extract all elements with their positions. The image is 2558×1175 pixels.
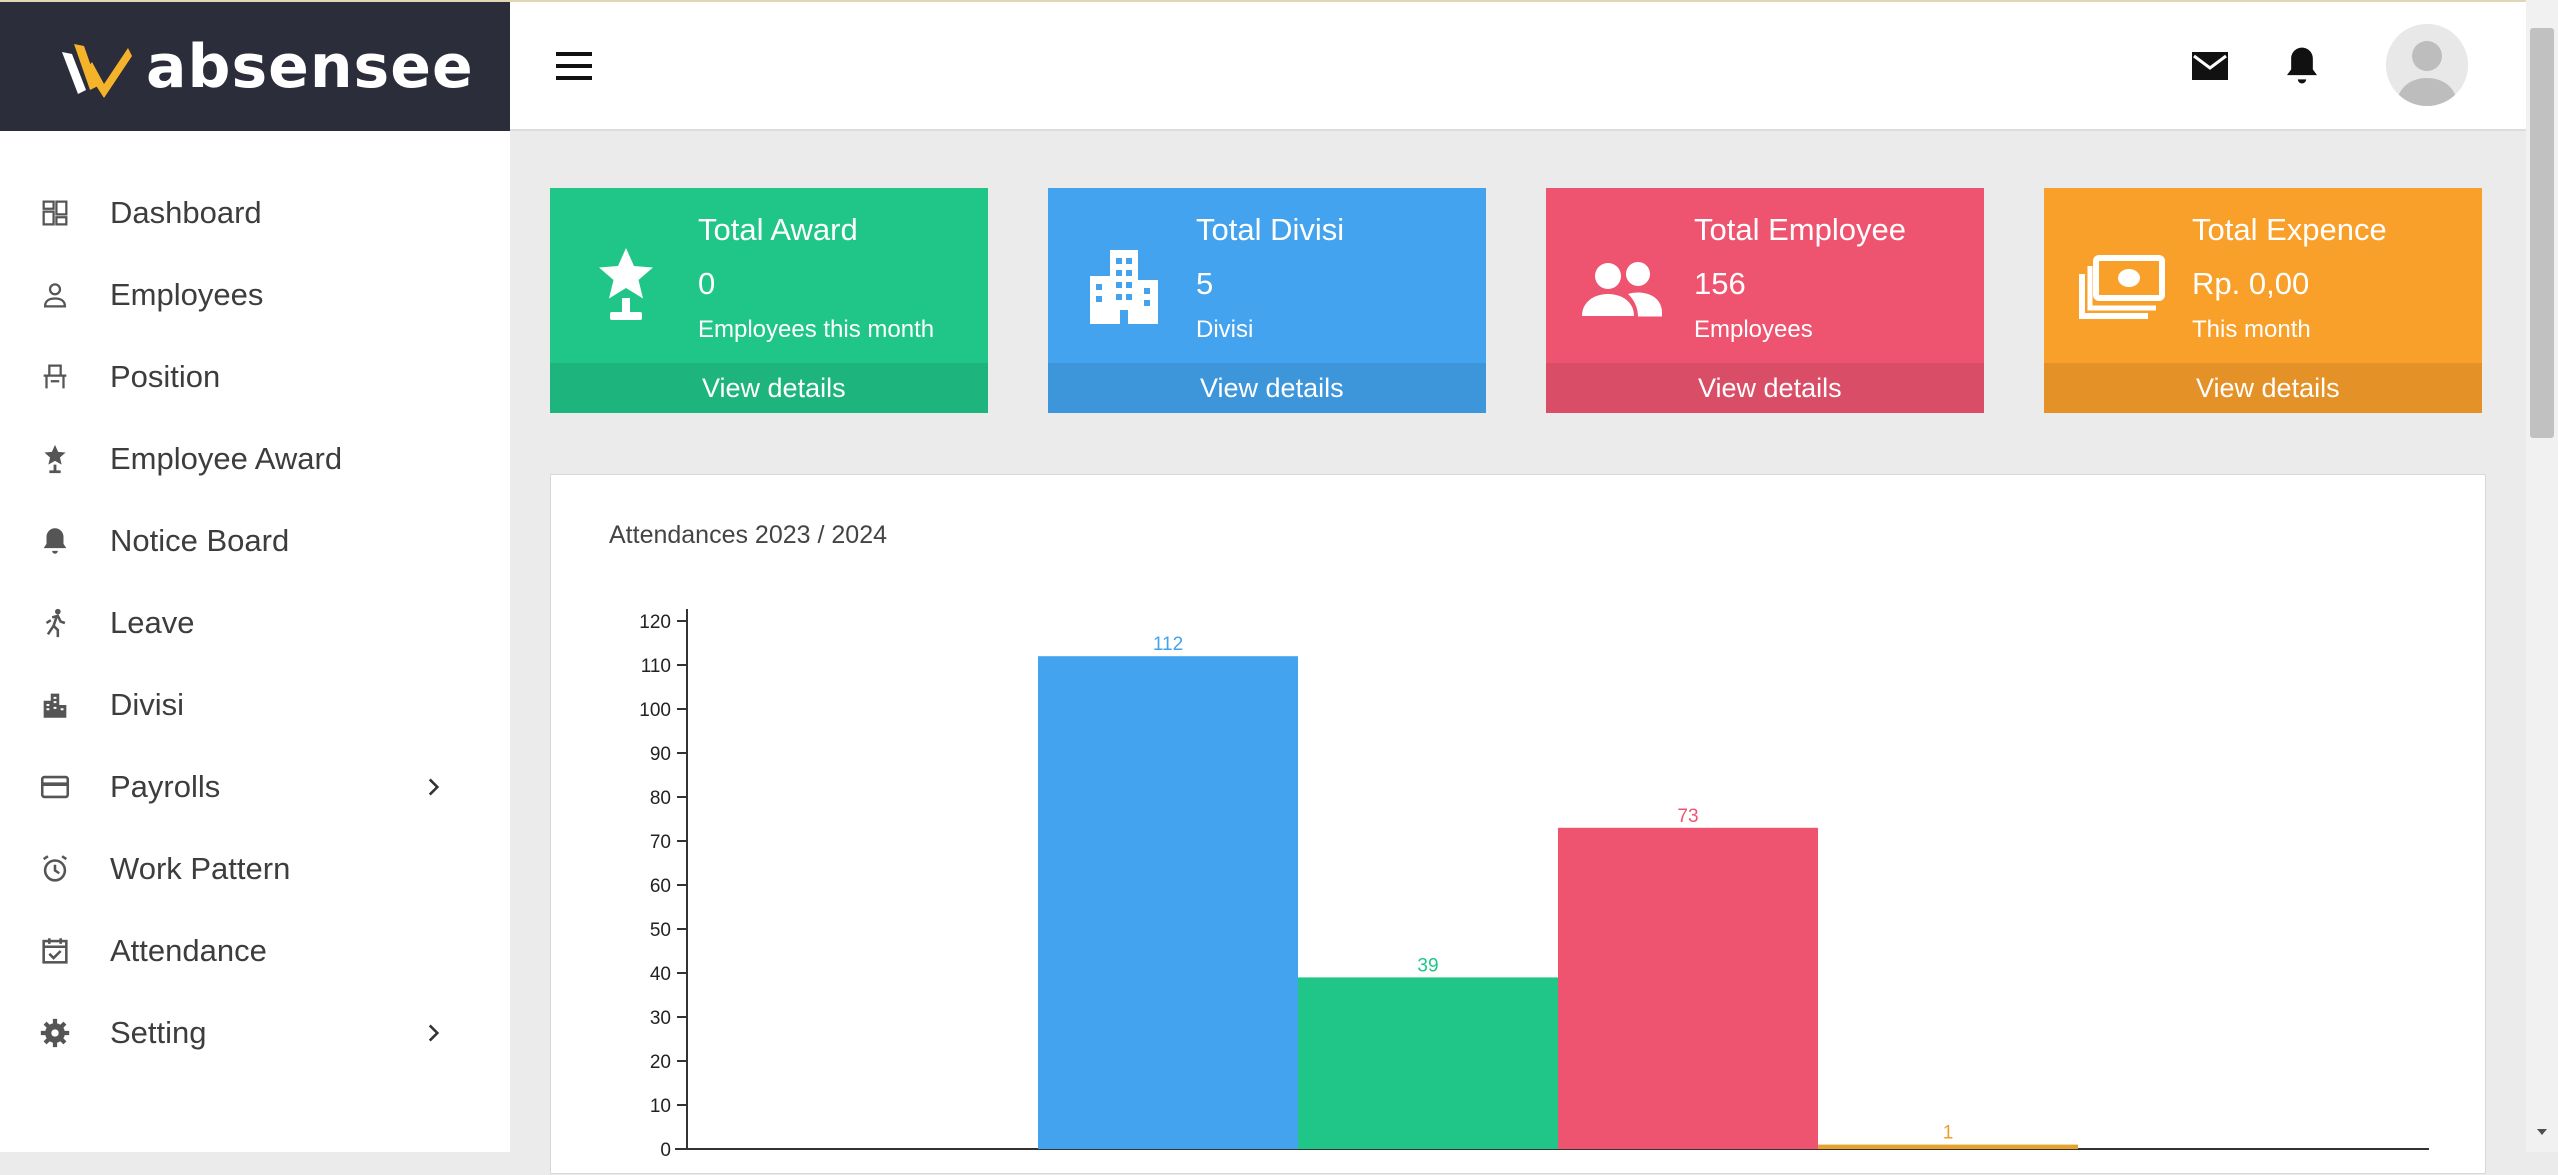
y-tick-label: 50 <box>650 920 671 941</box>
bar-value-label: 39 <box>1417 955 1438 976</box>
card-total-divisi[interactable]: Total Divisi 5 Divisi View details <box>1048 188 1486 413</box>
user-avatar-icon <box>2386 24 2468 106</box>
card-title: Total Expence <box>2192 212 2387 247</box>
mail-icon[interactable] <box>2190 50 2230 82</box>
y-tick-label: 40 <box>650 964 671 985</box>
card-total-expence[interactable]: Total Expence Rp. 0,00 This month View d… <box>2044 188 2482 413</box>
y-tick-label: 60 <box>650 876 671 897</box>
gear-icon <box>40 1018 70 1048</box>
sidebar-item-employee-award[interactable]: Employee Award <box>0 418 510 500</box>
card-value: 156 <box>1694 266 1746 301</box>
bell-icon <box>43 528 67 554</box>
y-tick-label: 20 <box>650 1052 671 1073</box>
chevron-right-icon <box>428 778 440 796</box>
view-details-link[interactable]: View details <box>550 363 988 413</box>
building-icon <box>43 693 67 718</box>
scroll-down-arrow-icon[interactable] <box>2534 1124 2550 1140</box>
card-value: 5 <box>1196 266 1214 301</box>
chevron-right-icon <box>428 1024 440 1042</box>
sidebar-item-attendance[interactable]: Attendance <box>0 910 510 992</box>
y-tick-label: 110 <box>641 656 671 677</box>
bar-value-label: 73 <box>1677 806 1698 827</box>
award-icon <box>599 248 653 320</box>
scrollbar-thumb[interactable] <box>2530 28 2554 438</box>
view-details-link[interactable]: View details <box>1546 363 1984 413</box>
card-subtitle: Employees <box>1694 316 1813 343</box>
bell-icon[interactable] <box>2282 44 2322 88</box>
y-tick-label: 90 <box>650 744 671 765</box>
alarm-clock-icon <box>42 855 68 882</box>
sidebar-item-setting[interactable]: Setting <box>0 992 510 1074</box>
card-title: Total Divisi <box>1196 212 1345 247</box>
card-total-employee[interactable]: Total Employee 156 Employees View detail… <box>1546 188 1984 413</box>
bar <box>1558 827 1818 1149</box>
sidebar-item-label: Dashboard <box>110 195 262 230</box>
card-value: Rp. 0,00 <box>2192 266 2310 301</box>
y-tick-label: 80 <box>650 788 671 809</box>
sidebar-item-label: Employee Award <box>110 441 343 476</box>
bar <box>1298 977 1558 1149</box>
calendar-check-icon <box>42 938 68 964</box>
y-tick-label: 120 <box>639 612 671 633</box>
money-icon <box>2079 255 2165 319</box>
y-tick-label: 10 <box>650 1096 671 1117</box>
person-icon <box>43 283 67 308</box>
card-subtitle: This month <box>2192 316 2311 343</box>
chart-title: Attendances 2023 / 2024 <box>609 521 888 549</box>
running-person-icon <box>45 608 66 638</box>
sidebar-item-label: Divisi <box>110 687 185 722</box>
sidebar-item-label: Notice Board <box>110 523 290 558</box>
sidebar-item-label: Employees <box>110 277 264 312</box>
chair-icon <box>43 364 67 389</box>
brand-name[interactable]: absensee <box>146 32 474 102</box>
credit-card-icon <box>40 775 70 799</box>
y-tick-label: 70 <box>650 832 671 853</box>
y-tick-label: 30 <box>650 1008 671 1029</box>
sidebar-item-label: Position <box>110 359 221 394</box>
sidebar-item-label: Attendance <box>110 933 267 968</box>
sidebar-item-notice-board[interactable]: Notice Board <box>0 500 510 582</box>
sidebar-item-leave[interactable]: Leave <box>0 582 510 664</box>
bar <box>1818 1144 2078 1149</box>
sidebar-item-label: Leave <box>110 605 195 640</box>
sidebar: Dashboard Employees Position Employee Aw… <box>0 131 510 1152</box>
y-tick-label: 100 <box>639 700 671 721</box>
card-subtitle: Employees this month <box>698 316 935 343</box>
dashboard-icon <box>42 200 68 226</box>
bar-value-label: 112 <box>1153 634 1183 655</box>
sidebar-item-divisi[interactable]: Divisi <box>0 664 510 746</box>
top-accent-line <box>0 0 2558 2</box>
sidebar-item-employees[interactable]: Employees <box>0 254 510 336</box>
award-icon <box>44 444 66 474</box>
card-value: 0 <box>698 266 716 301</box>
logo-bar: absensee <box>0 2 510 131</box>
sidebar-item-position[interactable]: Position <box>0 336 510 418</box>
bar <box>1038 656 1298 1149</box>
view-details-link[interactable]: View details <box>2044 363 2482 413</box>
card-subtitle: Divisi <box>1196 316 1254 343</box>
menu-icon[interactable] <box>554 50 594 82</box>
people-icon <box>1582 262 1662 317</box>
card-title: Total Employee <box>1694 212 1906 247</box>
sidebar-item-dashboard[interactable]: Dashboard <box>0 172 510 254</box>
attendance-chart-panel: Attendances 2023 / 2024 0 10 20 30 40 50 60 70 8… <box>550 474 2486 1174</box>
card-title: Total Award <box>698 212 858 247</box>
card-total-award[interactable]: Total Award 0 Employees this month View … <box>550 188 988 413</box>
top-header <box>510 2 2526 131</box>
sidebar-item-label: Work Pattern <box>110 851 291 886</box>
view-details-link[interactable]: View details <box>1048 363 1486 413</box>
building-icon <box>1090 250 1158 324</box>
sidebar-item-label: Setting <box>110 1015 207 1050</box>
sidebar-item-label: Payrolls <box>110 769 221 804</box>
y-tick-label: 0 <box>660 1140 671 1161</box>
avatar[interactable] <box>2386 24 2468 106</box>
attendance-bar-chart: 0 10 20 30 40 50 60 70 80 90 100 110 120 112 39 73 1 <box>639 609 2429 1161</box>
sidebar-item-payrolls[interactable]: Payrolls <box>0 746 510 828</box>
logo-icon <box>62 44 132 98</box>
bar-value-label: 1 <box>1943 1123 1954 1144</box>
sidebar-item-work-pattern[interactable]: Work Pattern <box>0 828 510 910</box>
